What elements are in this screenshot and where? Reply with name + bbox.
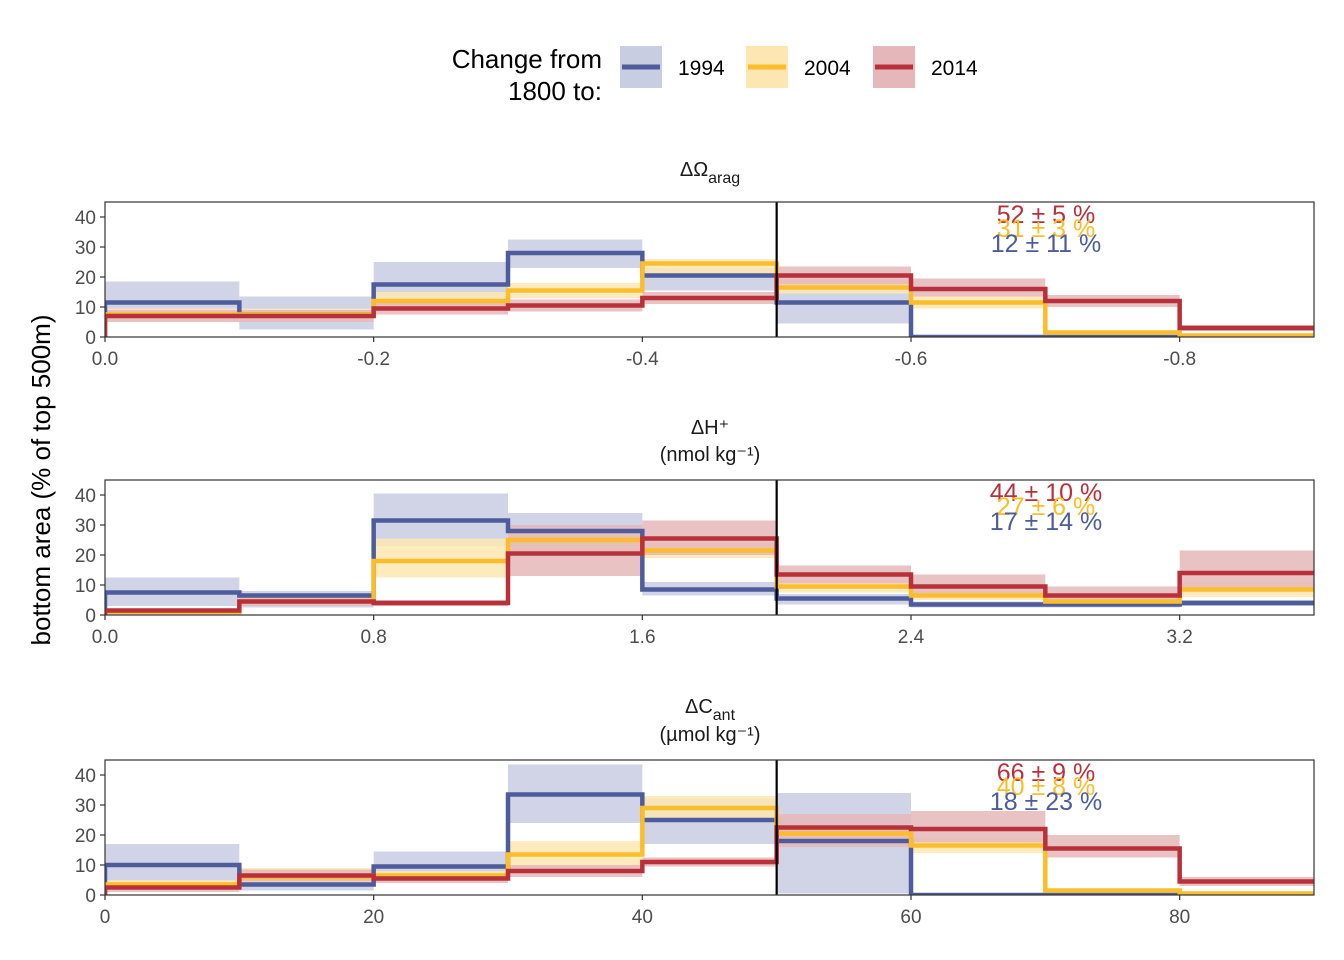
y-tick-label: 0 <box>85 328 96 349</box>
annotation-1994: 12 ± 11 % <box>991 230 1102 258</box>
annotation-2014: 66 ± 9 % <box>997 759 1096 787</box>
band-2014-bin-8 <box>1179 550 1314 588</box>
y-tick-label: 30 <box>75 516 96 537</box>
x-tick-label: -0.6 <box>895 349 928 370</box>
panel-2: ΔH⁺ (nmol kg⁻¹) 44 ± 10 %27 ± 6 %17 ± 14 %… <box>75 417 1315 648</box>
x-tick-label: 2.4 <box>898 627 925 648</box>
legend-item-1994: 1994 <box>620 46 725 88</box>
series-line-2014 <box>105 536 1314 615</box>
annotation-2014: 44 ± 10 % <box>990 479 1102 507</box>
y-tick-label: 30 <box>75 238 96 259</box>
y-tick-label: 10 <box>75 856 96 877</box>
panels: ΔΩarag 52 ± 5 %31 ± 3 %12 ± 11 % 0 10 20 30 40… <box>75 159 1315 928</box>
x-tick-label: 40 <box>632 907 653 928</box>
x-tick-label: 0 <box>100 907 111 928</box>
legend-label: 2004 <box>804 57 851 80</box>
legend-title-line2: 1800 to: <box>508 76 602 106</box>
x-tick-label: 60 <box>900 907 921 928</box>
panel-title-main: ΔC <box>685 696 713 718</box>
x-tick-label: 80 <box>1169 907 1190 928</box>
y-tick-label: 0 <box>85 606 96 627</box>
panel-title: ΔΩarag <box>680 159 740 187</box>
panel-1: ΔΩarag 52 ± 5 %31 ± 3 %12 ± 11 % 0 10 20 30 40… <box>75 159 1315 370</box>
y-axis-label: bottom area (% of top 500m) <box>26 315 56 646</box>
panel-title-main: ΔΩ <box>680 159 708 181</box>
series-line-2014 <box>105 273 1314 337</box>
x-tick-label: -0.8 <box>1163 349 1196 370</box>
x-tick-label: -0.2 <box>357 349 390 370</box>
y-tick-label: 30 <box>75 796 96 817</box>
x-tick-label: 0.0 <box>92 349 118 370</box>
annotation-2014: 52 ± 5 % <box>997 201 1096 229</box>
annotation-1994: 18 ± 23 % <box>990 788 1102 816</box>
annotation-2004: 40 ± 8 % <box>997 773 1096 801</box>
legend-title-line1: Change from <box>452 44 602 74</box>
x-tick-label: 0.0 <box>92 627 118 648</box>
legend-items: 1994 2004 2014 <box>620 46 978 88</box>
y-tick-label: 40 <box>75 766 96 787</box>
x-tick-label: 3.2 <box>1166 627 1192 648</box>
panel-unit: (nmol kg⁻¹) <box>660 444 761 466</box>
x-tick-label: 20 <box>363 907 384 928</box>
panel-title-subscript: ant <box>713 707 736 724</box>
y-tick-label: 0 <box>85 886 96 907</box>
panel-unit: (µmol kg⁻¹) <box>660 724 761 746</box>
legend-item-2004: 2004 <box>746 46 851 88</box>
band-2004-bin-2 <box>373 538 508 578</box>
panel-border <box>104 479 1315 616</box>
panel-title-main: ΔH⁺ <box>691 417 729 439</box>
x-tick-label: -0.4 <box>626 349 659 370</box>
band-2014-bin-3 <box>508 525 643 576</box>
y-tick-label: 20 <box>75 268 96 289</box>
panel-title-subscript: arag <box>708 170 740 187</box>
legend-label: 2014 <box>931 57 978 80</box>
y-tick-label: 40 <box>75 486 96 507</box>
y-tick-label: 10 <box>75 576 96 597</box>
panel-3: ΔCant(µmol kg⁻¹) 66 ± 9 %40 ± 8 %18 ± 23 … <box>75 696 1315 928</box>
legend-item-2014: 2014 <box>873 46 978 88</box>
panel-border <box>104 201 1315 338</box>
series-line-2014 <box>105 825 1314 895</box>
annotation-2004: 27 ± 6 % <box>997 493 1096 521</box>
annotation-2004: 31 ± 3 % <box>997 215 1096 243</box>
x-tick-label: 0.8 <box>360 627 386 648</box>
panel-border <box>104 759 1315 896</box>
legend: Change from 1800 to: 1994 2004 2014 <box>452 44 978 106</box>
y-tick-label: 40 <box>75 208 96 229</box>
y-tick-label: 20 <box>75 826 96 847</box>
panel-plot-area <box>105 480 1314 615</box>
legend-label: 1994 <box>678 57 725 80</box>
panel-title: ΔH⁺ <box>691 417 729 439</box>
panel-plot-area <box>105 760 1314 895</box>
y-tick-label: 10 <box>75 298 96 319</box>
y-tick-label: 20 <box>75 546 96 567</box>
series-line-1994 <box>105 250 1314 337</box>
panel-plot-area <box>105 202 1314 337</box>
panel-title: ΔCant <box>685 696 736 724</box>
series-line-1994 <box>105 518 1314 615</box>
annotation-1994: 17 ± 14 % <box>990 508 1102 536</box>
x-tick-label: 1.6 <box>629 627 655 648</box>
